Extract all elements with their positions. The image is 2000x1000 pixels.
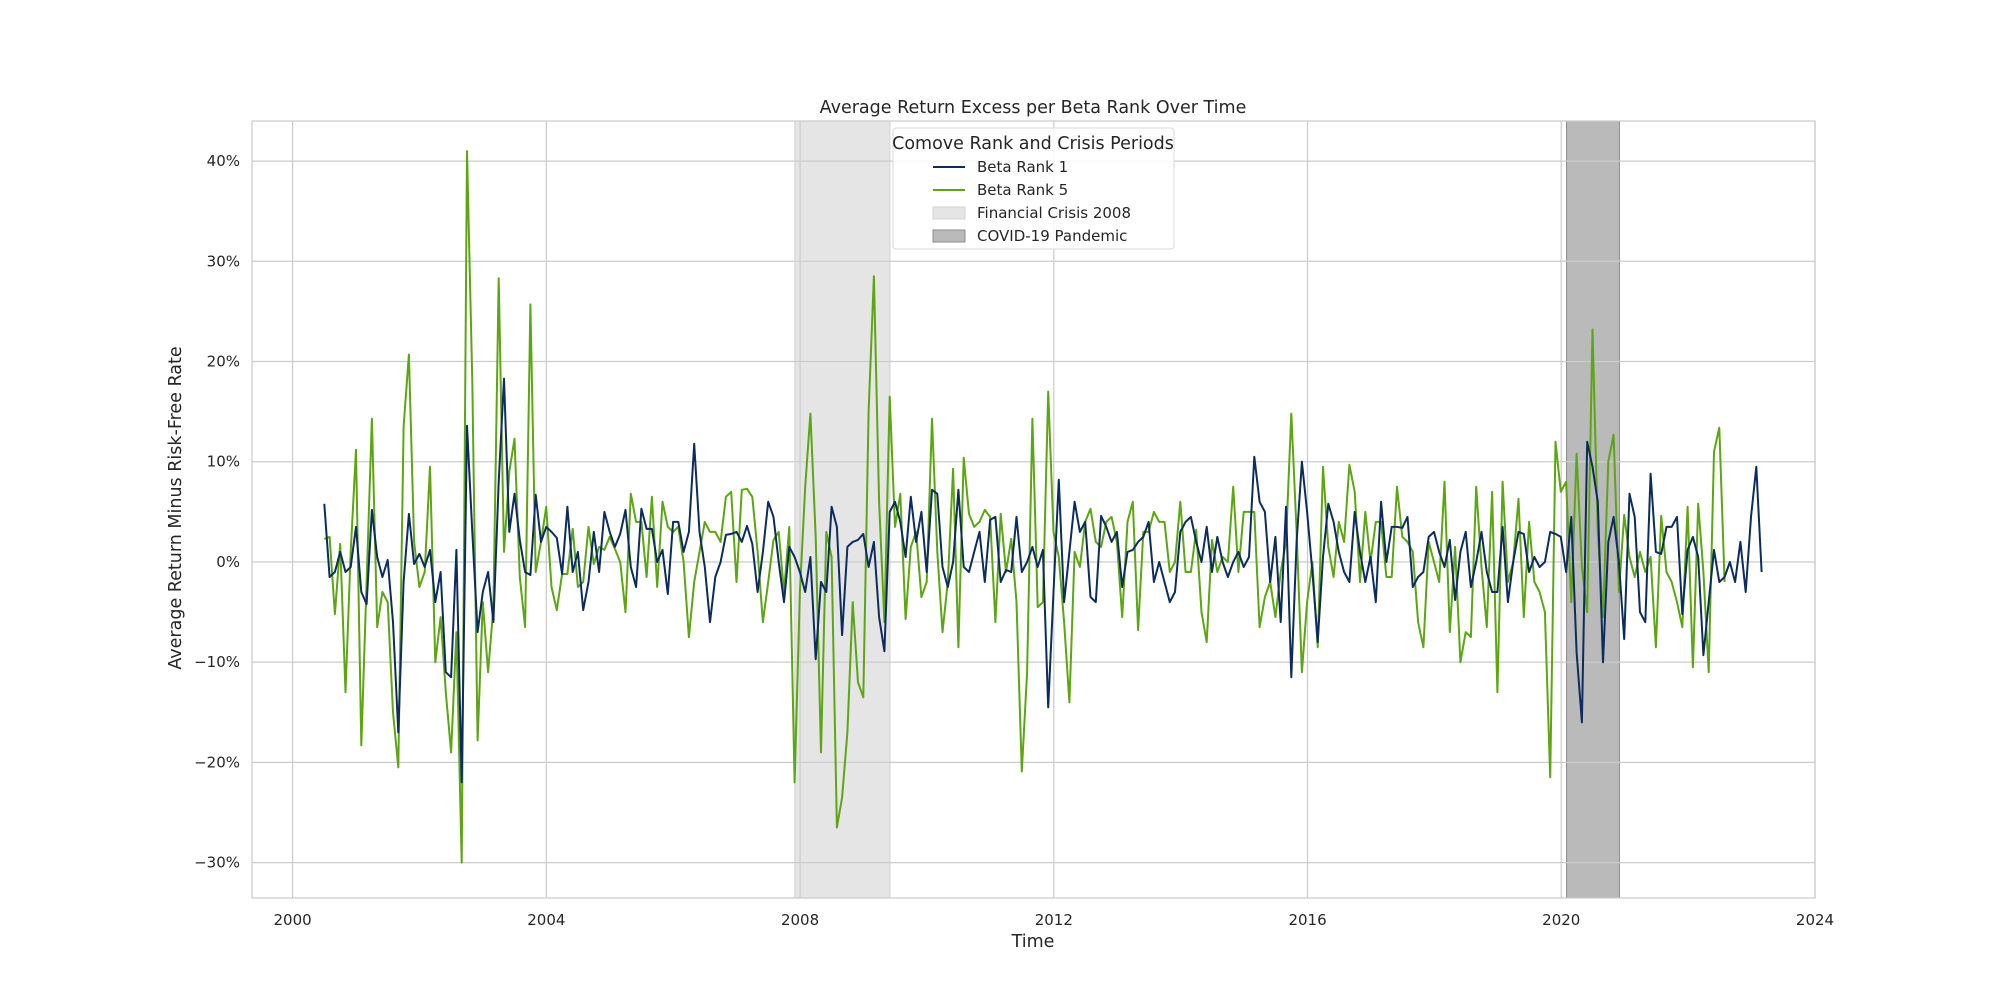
legend-label-covid-pandemic: COVID-19 Pandemic [977, 227, 1127, 245]
legend: Comove Rank and Crisis Periods Beta Rank… [892, 127, 1175, 250]
y-tick-label: 40% [207, 152, 240, 170]
x-tick-label: 2020 [1542, 911, 1580, 929]
y-tick-label: −30% [194, 854, 240, 872]
y-tick-label: 0% [216, 553, 240, 571]
y-tick-label: 30% [207, 252, 240, 270]
legend-label-financial-crisis: Financial Crisis 2008 [977, 204, 1131, 222]
x-tick-label: 2004 [527, 911, 565, 929]
y-tick-label: 10% [207, 453, 240, 471]
x-tick-label: 2016 [1288, 911, 1326, 929]
legend-label-beta-rank-1: Beta Rank 1 [977, 158, 1068, 176]
chart-title: Average Return Excess per Beta Rank Over… [820, 98, 1247, 118]
y-tick-labels: −30% −20% −10% 0% 10% 20% 30% 40% [194, 152, 240, 872]
legend-title: Comove Rank and Crisis Periods [892, 134, 1174, 154]
x-tick-label: 2024 [1796, 911, 1834, 929]
legend-swatch-financial-crisis [932, 206, 966, 220]
x-tick-label: 2008 [781, 911, 819, 929]
y-tick-label: −10% [194, 653, 240, 671]
region-financial-crisis-2008 [794, 120, 891, 899]
x-axis-label: Time [1011, 932, 1055, 952]
x-tick-label: 2000 [274, 911, 312, 929]
series-lines [323, 150, 1763, 864]
series-line-beta-rank-5 [323, 150, 1726, 864]
y-tick-label: −20% [194, 753, 240, 771]
plot-frame [251, 120, 1816, 899]
x-tick-labels: 2000 2004 2008 2012 2016 2020 2024 [274, 911, 1835, 929]
legend-swatch-covid-pandemic [932, 229, 966, 243]
crisis-shaded-regions [794, 120, 1620, 899]
y-axis-label: Average Return Minus Risk-Free Rate [166, 346, 186, 669]
y-tick-label: 20% [207, 353, 240, 371]
x-tick-label: 2012 [1035, 911, 1073, 929]
legend-label-beta-rank-5: Beta Rank 5 [977, 181, 1068, 199]
series-line-beta-rank-1 [323, 377, 1763, 784]
